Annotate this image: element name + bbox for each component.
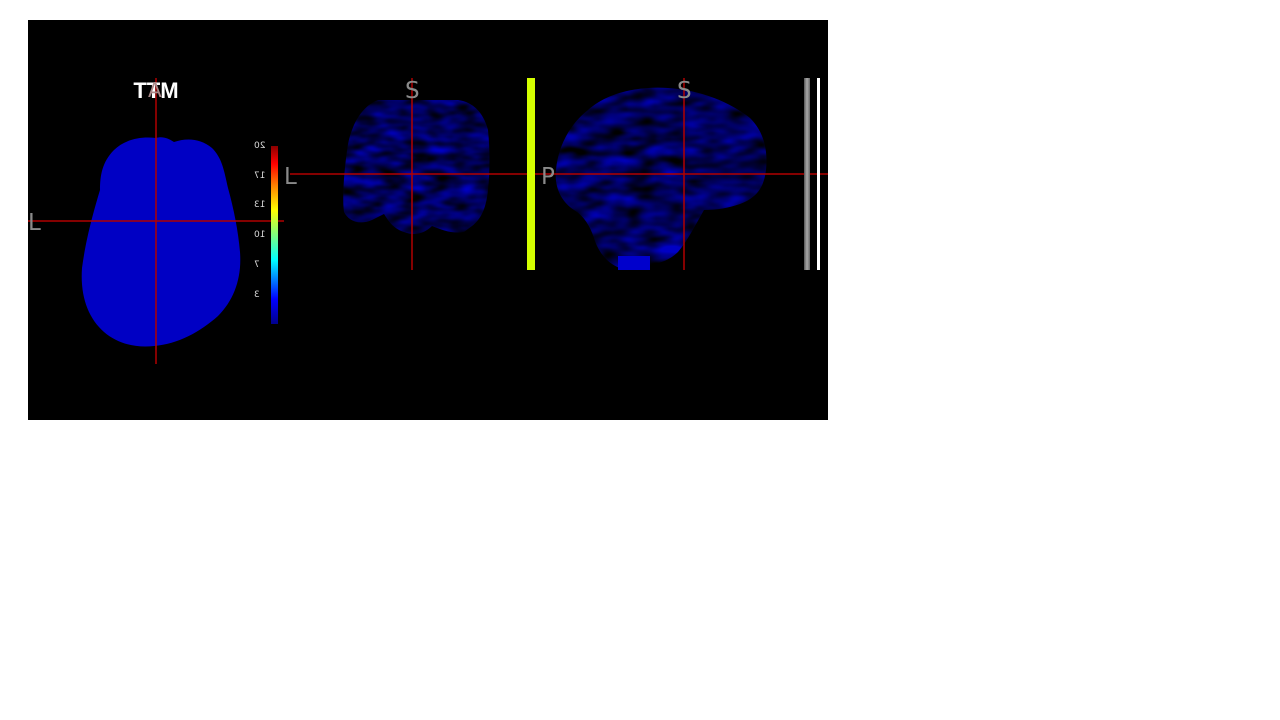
colorbar-tick: 7 — [254, 260, 260, 270]
colorbar-tick: 10 — [254, 230, 266, 240]
axial-slice[interactable] — [81, 137, 241, 347]
coronal-orient-top: S — [405, 78, 420, 104]
viewer-scene — [28, 78, 828, 364]
crosshairs — [28, 78, 828, 364]
coronal-orient-left: L — [284, 164, 297, 190]
slice-slider-bar[interactable] — [527, 78, 535, 270]
sagittal-orient-left: P — [541, 164, 555, 190]
axial-brain-map — [81, 137, 241, 347]
axial-orient-top: A — [148, 78, 162, 102]
image-viewer-canvas[interactable]: MTT A L S L S P 20 17 13 10 7 3 — [28, 20, 828, 420]
coronal-slice[interactable] — [343, 100, 490, 234]
sagittal-cerebellum-strip — [618, 256, 650, 270]
colorbar-tick: 3 — [254, 290, 260, 300]
colorbar-tick: 17 — [254, 171, 266, 181]
colorbar — [271, 146, 278, 324]
axial-orient-left: L — [28, 210, 41, 236]
sagittal-brain-map — [555, 87, 767, 268]
colorbar-tick: 13 — [254, 200, 266, 210]
sagittal-orient-top: S — [677, 78, 692, 104]
window-slider-bar[interactable] — [804, 78, 810, 270]
colorbar-tick: 20 — [254, 141, 266, 151]
coronal-brain-map — [343, 100, 490, 234]
sagittal-slice[interactable] — [555, 87, 767, 270]
level-slider-bar[interactable] — [817, 78, 820, 270]
